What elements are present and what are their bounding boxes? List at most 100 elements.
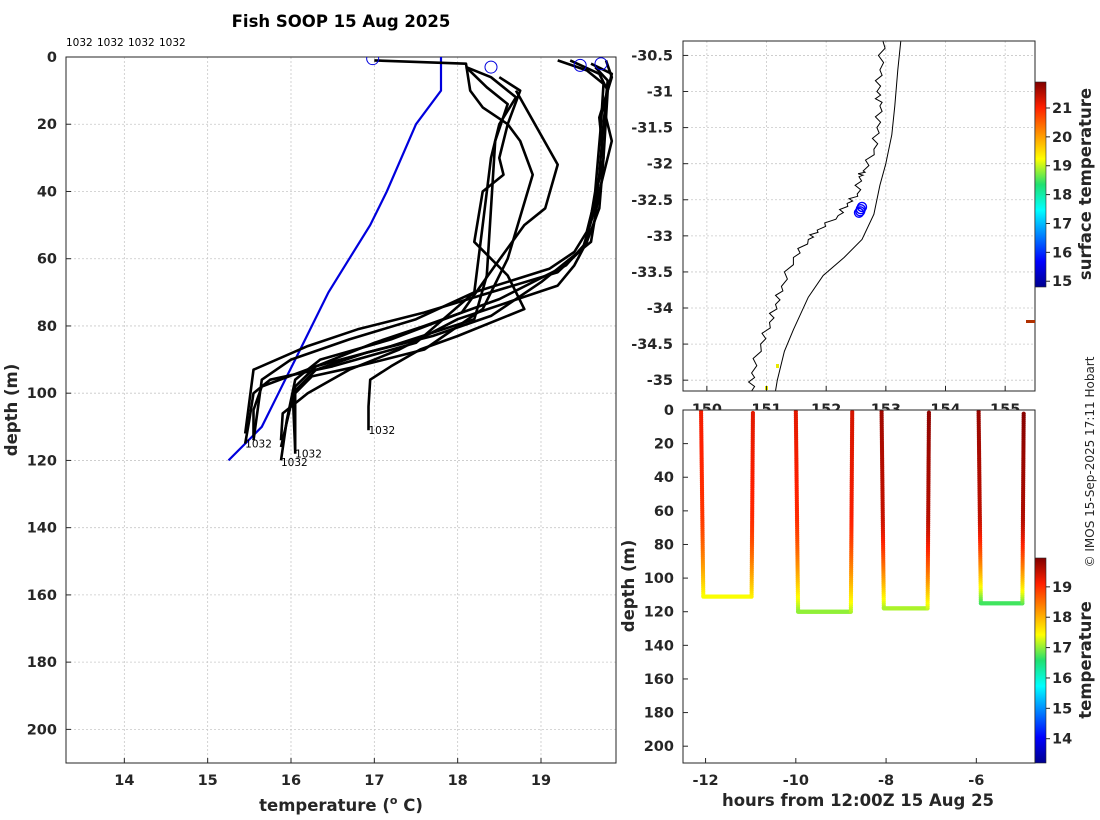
section-x-tick-label: -6 — [968, 773, 984, 789]
header-label-4: 1032 — [159, 37, 186, 49]
cast-3 — [879, 410, 932, 611]
profile-x-tick-label: 15 — [198, 773, 218, 789]
header-label-3: 1032 — [128, 37, 155, 49]
map-panel: 150151152153154155-30.5-31-31.5-32-32.5-… — [631, 40, 1095, 418]
profile-line-p9 — [243, 66, 609, 434]
map-y-tick-label: -31.5 — [631, 121, 673, 137]
profile-y-tick-label: 40 — [37, 184, 57, 200]
profile-ticks: 14 15 16 17 18 19 0 20 40 60 80 100 120 140 160 180 200 — [27, 50, 551, 789]
profile-end-label-3: 1032 — [295, 449, 322, 461]
surface-marker-4 — [594, 57, 608, 71]
profile-end-label-2: 1032 — [245, 439, 272, 451]
profile-y-tick-label: 120 — [27, 453, 57, 469]
shelf-edge-contour — [775, 41, 902, 391]
profile-line-p3 — [252, 66, 509, 437]
profile-line-p2 — [243, 65, 518, 444]
section-point — [926, 410, 932, 415]
section-panel: -12 -10 -8 -6 0 20 40 60 80 100 120 140 160 180 200 14… — [619, 403, 1095, 810]
section-cbar-tick-label: 17 — [1052, 641, 1072, 657]
section-y-tick-label: 60 — [654, 504, 674, 520]
profile-y-tick-label: 200 — [27, 722, 57, 738]
section-x-tick-label: -10 — [783, 773, 809, 789]
profile-y-tick-label: 80 — [37, 319, 57, 335]
section-x-tick-label: -12 — [692, 773, 718, 789]
section-x-axis-label: hours from 12:00Z 15 Aug 25 — [722, 791, 994, 810]
chart-title: Fish SOOP 15 Aug 2025 — [232, 12, 451, 31]
section-y-tick-label: 180 — [644, 706, 674, 722]
map-ticks: 150151152153154155-30.5-31-31.5-32-32.5-… — [631, 48, 1020, 418]
profile-x-tick-label: 14 — [114, 773, 134, 789]
section-data-points — [698, 410, 1026, 614]
cast-2 — [793, 410, 855, 614]
section-colorbar-ticks: 14 15 16 17 18 19 — [1046, 580, 1072, 748]
profile-line-p6 — [279, 59, 605, 448]
profile-y-tick-label: 100 — [27, 386, 57, 402]
map-yellow-mark — [776, 364, 779, 368]
profile-line-p4 — [293, 76, 534, 454]
climatology-line — [227, 57, 443, 462]
section-point — [1021, 411, 1026, 416]
profile-axes-box — [65, 56, 617, 764]
profile-y-tick-label: 0 — [47, 50, 57, 66]
profile-x-tick-label: 19 — [531, 773, 551, 789]
map-y-tick-label: -33.5 — [631, 265, 673, 281]
profile-line-p10 — [252, 59, 614, 441]
map-edge-marker — [1026, 320, 1035, 323]
map-cbar-tick-label: 21 — [1052, 101, 1072, 117]
map-colorbar — [1034, 81, 1047, 288]
section-y-tick-label: 160 — [644, 672, 674, 688]
profile-y-axis-label: depth (m) — [2, 364, 21, 456]
profile-lines — [243, 59, 614, 461]
section-y-tick-label: 120 — [644, 605, 674, 621]
map-y-tick-label: -31 — [647, 85, 673, 101]
map-cbar-tick-label: 20 — [1052, 130, 1072, 146]
section-y-tick-label: 140 — [644, 638, 674, 654]
map-cbar-tick-label: 18 — [1052, 188, 1072, 204]
map-grid — [683, 41, 1035, 391]
surface-marker-1 — [366, 57, 380, 66]
profile-x-tick-label: 18 — [448, 773, 468, 789]
section-y-tick-label: 100 — [644, 571, 674, 587]
section-cbar-tick-label: 16 — [1052, 671, 1072, 687]
map-y-tick-label: -35 — [647, 373, 673, 389]
map-colorbar-ticks: 15 16 17 18 19 20 21 — [1046, 101, 1072, 290]
surface-marker-3 — [573, 58, 587, 72]
section-colorbar-label: temperature — [1076, 601, 1095, 719]
map-cbar-tick-label: 15 — [1052, 274, 1072, 290]
section-y-tick-label: 40 — [654, 470, 674, 486]
profile-panel: 14 15 16 17 18 19020406080100120140160180200 … — [2, 12, 617, 815]
section-y-tick-label: 80 — [654, 537, 674, 553]
profile-y-tick-label: 20 — [37, 117, 57, 133]
header-labels: 1032 1032 1032 1032 — [66, 37, 186, 49]
section-y-axis-label: depth (m) — [619, 540, 638, 632]
cast-positions — [853, 201, 868, 218]
section-cbar-tick-label: 18 — [1052, 610, 1072, 626]
section-y-tick-label: 200 — [644, 739, 674, 755]
profile-y-tick-label: 60 — [37, 252, 57, 268]
map-y-tick-label: -30.5 — [631, 48, 673, 64]
profile-y-tick-label: 180 — [27, 655, 57, 671]
profile-end-label-4: 1032 — [281, 457, 308, 469]
map-cbar-tick-label: 19 — [1052, 159, 1072, 175]
header-label-1: 1032 — [66, 37, 93, 49]
section-point — [750, 410, 756, 416]
map-cbar-tick-label: 17 — [1052, 216, 1072, 232]
profile-line-p8 — [291, 62, 614, 451]
map-y-tick-label: -32 — [647, 157, 673, 173]
section-point — [850, 410, 855, 415]
profile-x-tick-label: 17 — [364, 773, 384, 789]
cast-4 — [976, 410, 1026, 606]
profile-x-tick-label: 16 — [281, 773, 301, 789]
surface-markers — [366, 57, 608, 74]
profile-line-p7 — [279, 59, 609, 441]
section-x-tick-label: -8 — [878, 773, 894, 789]
section-background — [683, 410, 1035, 763]
profile-y-tick-label: 160 — [27, 588, 57, 604]
profile-y-tick-label: 140 — [27, 521, 57, 537]
cast-1 — [698, 410, 756, 599]
coastline — [747, 41, 886, 391]
cast-position-4 — [854, 206, 866, 217]
profile-line-p5 — [279, 89, 559, 461]
section-y-tick-label: 0 — [664, 403, 674, 419]
